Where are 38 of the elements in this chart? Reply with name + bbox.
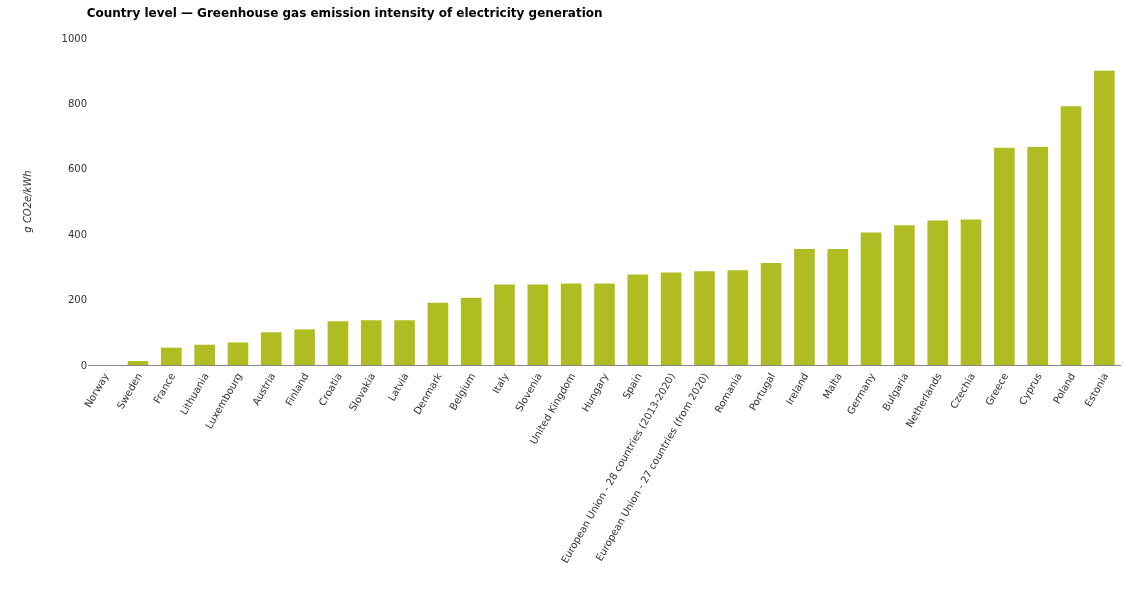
bar <box>294 329 315 365</box>
bar <box>627 274 649 365</box>
bar <box>860 232 882 365</box>
bar <box>994 147 1015 365</box>
bar <box>660 272 682 365</box>
bar <box>727 270 749 365</box>
bar <box>260 332 282 365</box>
bar <box>1094 70 1115 365</box>
y-tick-label: 400 <box>67 228 87 240</box>
bar <box>794 248 815 365</box>
bar <box>827 248 849 365</box>
bar <box>927 220 949 365</box>
bar <box>594 283 615 365</box>
y-axis-title: g CO2e/kWh <box>21 170 33 233</box>
bar <box>494 284 515 365</box>
bar <box>227 342 249 365</box>
chart-title: Country level — Greenhouse gas emission intensity of electricity generation <box>86 6 603 21</box>
bar <box>527 284 549 365</box>
bar <box>394 320 415 365</box>
bar <box>960 219 982 365</box>
y-tick-label: 0 <box>80 359 87 371</box>
bar <box>160 347 182 365</box>
y-tick-label: 200 <box>67 294 87 306</box>
bar <box>1060 106 1082 365</box>
bar <box>127 361 149 365</box>
bar <box>894 225 915 365</box>
y-tick-label: 1000 <box>61 32 87 44</box>
bar <box>760 262 782 365</box>
bar <box>460 297 482 365</box>
bar <box>1027 146 1049 365</box>
bar <box>327 321 349 365</box>
bar <box>427 302 449 365</box>
bar <box>694 271 715 365</box>
bar <box>560 283 582 365</box>
bar <box>194 344 215 365</box>
y-tick-label: 600 <box>67 163 87 175</box>
bar <box>360 320 382 365</box>
y-tick-label: 800 <box>67 97 87 109</box>
